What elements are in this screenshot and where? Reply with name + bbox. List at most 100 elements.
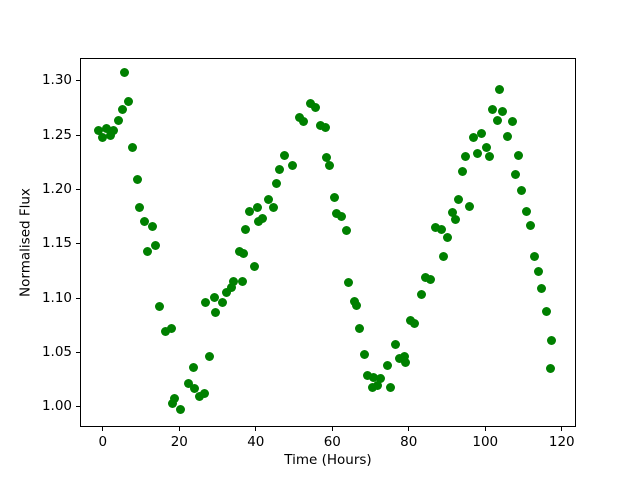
x-tick-mark <box>408 427 410 431</box>
data-point <box>510 170 520 180</box>
data-point <box>458 167 468 177</box>
x-tick-mark <box>178 427 180 431</box>
data-point <box>102 124 112 134</box>
data-point <box>147 222 157 232</box>
y-tick-label: 1.05 <box>41 343 72 360</box>
y-tick-mark <box>76 134 80 136</box>
data-point <box>167 324 177 334</box>
data-point <box>447 207 457 217</box>
x-tick-label: 60 <box>323 434 341 450</box>
data-point <box>476 129 486 139</box>
data-point <box>218 297 227 307</box>
data-point <box>331 209 341 219</box>
y-tick-label: 1.00 <box>41 398 72 415</box>
data-point <box>151 240 161 250</box>
data-point <box>249 261 259 271</box>
data-point <box>430 222 440 232</box>
x-tick-mark <box>484 427 486 431</box>
data-point <box>105 130 115 140</box>
data-point <box>488 105 498 115</box>
y-tick-mark <box>76 351 80 353</box>
data-point <box>239 248 249 258</box>
data-point <box>98 132 108 142</box>
data-point <box>469 133 479 143</box>
data-point <box>460 151 470 161</box>
data-point <box>472 149 482 159</box>
data-point <box>507 117 517 127</box>
data-point <box>450 215 460 225</box>
data-point <box>170 394 180 404</box>
data-point <box>530 251 540 261</box>
data-point <box>322 152 332 162</box>
plot-area <box>80 58 576 427</box>
data-point <box>114 115 124 125</box>
data-point <box>541 307 551 317</box>
data-point <box>373 380 383 390</box>
data-point <box>383 360 393 370</box>
data-point <box>545 364 555 374</box>
data-point <box>199 389 209 399</box>
x-tick-label: 40 <box>247 434 265 450</box>
data-point <box>205 351 215 361</box>
data-point <box>390 340 400 350</box>
data-point <box>94 125 104 135</box>
data-point <box>481 142 491 152</box>
data-point <box>399 351 409 361</box>
y-tick-mark <box>76 188 80 190</box>
data-point <box>132 175 142 185</box>
data-point <box>228 277 238 287</box>
data-point <box>442 232 452 242</box>
x-tick-label: 0 <box>98 434 108 450</box>
data-point <box>344 278 354 288</box>
data-point <box>400 357 410 367</box>
data-point <box>368 382 378 392</box>
data-point <box>498 106 508 116</box>
data-point <box>336 211 346 221</box>
data-point <box>484 151 494 161</box>
data-point <box>124 96 134 106</box>
data-point <box>416 290 426 300</box>
data-point <box>120 68 130 78</box>
data-point <box>279 150 289 160</box>
data-point <box>264 195 274 205</box>
data-point <box>176 405 186 415</box>
data-point <box>139 216 149 226</box>
data-point <box>306 98 316 108</box>
data-point <box>244 206 254 216</box>
data-point <box>522 206 532 216</box>
y-tick-label: 1.25 <box>41 126 72 143</box>
data-point <box>184 379 194 389</box>
data-point <box>329 193 339 203</box>
data-point <box>298 117 308 127</box>
data-point <box>188 362 198 372</box>
data-point <box>311 103 321 113</box>
data-point <box>436 225 446 235</box>
y-tick-label: 1.20 <box>41 180 72 197</box>
y-tick-label: 1.15 <box>41 235 72 252</box>
data-point <box>154 301 164 311</box>
data-point <box>537 283 546 293</box>
x-tick-mark <box>255 427 257 431</box>
data-point <box>533 266 543 276</box>
data-point <box>386 382 396 392</box>
data-point <box>190 384 200 394</box>
data-point <box>143 247 153 257</box>
x-tick-label: 80 <box>400 434 418 450</box>
data-point <box>117 105 127 115</box>
data-point <box>376 374 386 384</box>
data-point <box>268 203 278 213</box>
data-point <box>253 202 263 212</box>
data-point <box>320 123 330 133</box>
data-point <box>315 120 325 130</box>
data-point <box>210 307 220 317</box>
y-tick-mark <box>76 297 80 299</box>
data-point <box>271 179 281 189</box>
x-axis-label: Time (Hours) <box>284 452 372 468</box>
data-point <box>517 186 527 196</box>
data-point <box>525 220 535 230</box>
data-point <box>492 116 502 126</box>
y-tick-mark <box>76 406 80 408</box>
data-point <box>201 297 211 307</box>
data-point <box>128 143 138 153</box>
